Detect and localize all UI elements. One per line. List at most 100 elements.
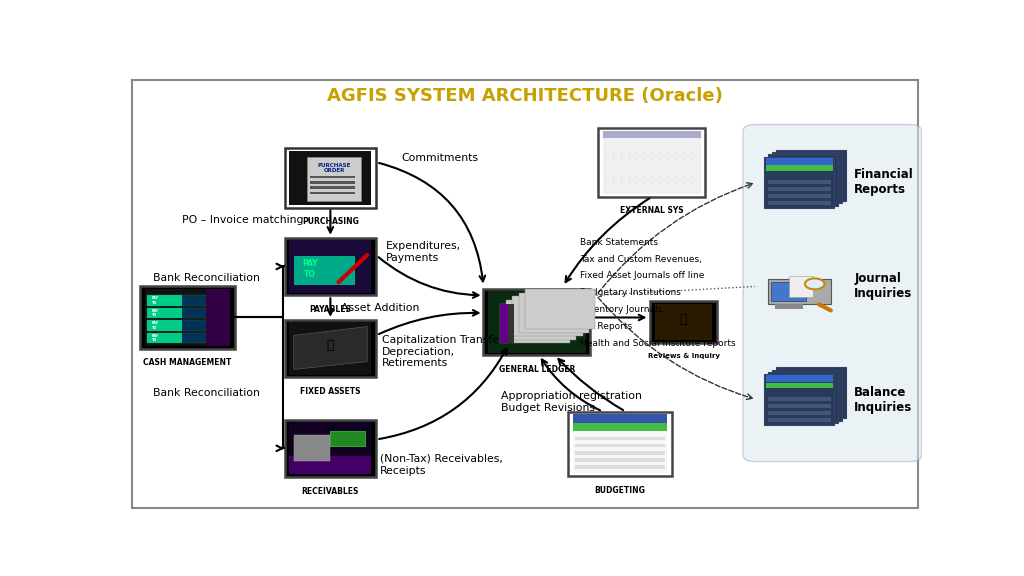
FancyBboxPatch shape xyxy=(573,414,667,423)
FancyBboxPatch shape xyxy=(766,165,833,171)
FancyBboxPatch shape xyxy=(654,304,713,340)
Text: Journal
Inquiries: Journal Inquiries xyxy=(854,272,912,301)
Text: RECEIVABLES: RECEIVABLES xyxy=(302,487,359,496)
FancyBboxPatch shape xyxy=(140,286,236,348)
FancyBboxPatch shape xyxy=(768,411,831,415)
FancyBboxPatch shape xyxy=(290,323,372,375)
FancyBboxPatch shape xyxy=(766,158,833,165)
Text: PAY
TO: PAY TO xyxy=(302,259,317,279)
FancyBboxPatch shape xyxy=(765,157,835,208)
FancyBboxPatch shape xyxy=(765,374,835,425)
FancyBboxPatch shape xyxy=(290,150,372,205)
FancyBboxPatch shape xyxy=(147,320,181,331)
FancyBboxPatch shape xyxy=(285,419,376,477)
Text: Financial
Reports: Financial Reports xyxy=(854,168,913,196)
Text: PURCHASE
ORDER: PURCHASE ORDER xyxy=(317,162,351,173)
Text: PAY
TO: PAY TO xyxy=(152,296,159,305)
FancyBboxPatch shape xyxy=(768,418,831,422)
Text: EXTERNAL SYS: EXTERNAL SYS xyxy=(620,206,684,215)
Text: Bank Reconciliation: Bank Reconciliation xyxy=(154,388,260,398)
FancyBboxPatch shape xyxy=(147,308,227,318)
FancyBboxPatch shape xyxy=(147,295,181,306)
FancyBboxPatch shape xyxy=(650,301,717,343)
FancyBboxPatch shape xyxy=(290,422,372,475)
FancyBboxPatch shape xyxy=(307,157,360,200)
Text: PO – Invoice matching: PO – Invoice matching xyxy=(182,215,303,225)
FancyBboxPatch shape xyxy=(768,372,839,423)
Text: Inventory Journals,: Inventory Journals, xyxy=(581,305,666,314)
FancyBboxPatch shape xyxy=(768,279,830,304)
Text: 🚗: 🚗 xyxy=(327,339,334,352)
FancyBboxPatch shape xyxy=(743,124,922,461)
FancyBboxPatch shape xyxy=(290,456,372,475)
FancyBboxPatch shape xyxy=(506,300,577,340)
Text: BUDGETING: BUDGETING xyxy=(595,486,645,495)
FancyBboxPatch shape xyxy=(512,297,583,336)
FancyBboxPatch shape xyxy=(768,201,831,205)
FancyBboxPatch shape xyxy=(310,192,355,194)
FancyBboxPatch shape xyxy=(290,240,372,293)
Text: Expenditures,
Payments: Expenditures, Payments xyxy=(386,241,461,263)
FancyBboxPatch shape xyxy=(768,397,831,401)
FancyBboxPatch shape xyxy=(294,435,331,461)
Text: Tax and Custom Revenues,: Tax and Custom Revenues, xyxy=(581,255,702,263)
FancyBboxPatch shape xyxy=(771,282,806,301)
Text: PAY
TO: PAY TO xyxy=(152,321,159,329)
FancyBboxPatch shape xyxy=(508,304,514,343)
FancyBboxPatch shape xyxy=(575,451,665,454)
Text: (Non-Tax) Receivables,
Receipts: (Non-Tax) Receivables, Receipts xyxy=(380,454,503,476)
FancyBboxPatch shape xyxy=(575,465,665,469)
FancyBboxPatch shape xyxy=(768,180,831,184)
FancyBboxPatch shape xyxy=(207,289,230,346)
Text: PAYABLES: PAYABLES xyxy=(309,305,351,314)
FancyBboxPatch shape xyxy=(147,333,181,343)
FancyBboxPatch shape xyxy=(500,304,508,343)
FancyBboxPatch shape xyxy=(573,414,667,473)
Text: Health and Social Institute reports: Health and Social Institute reports xyxy=(581,339,736,348)
FancyBboxPatch shape xyxy=(147,295,227,306)
Text: Budgetary Institutions: Budgetary Institutions xyxy=(581,288,681,297)
Text: PURCHASING: PURCHASING xyxy=(302,218,358,226)
FancyBboxPatch shape xyxy=(772,152,842,203)
FancyBboxPatch shape xyxy=(768,187,831,191)
FancyBboxPatch shape xyxy=(575,437,665,441)
FancyBboxPatch shape xyxy=(768,404,831,408)
Text: Asset Addition: Asset Addition xyxy=(341,303,419,313)
FancyBboxPatch shape xyxy=(147,308,181,318)
Text: Balance
Inquiries: Balance Inquiries xyxy=(854,385,912,414)
Text: 📡: 📡 xyxy=(680,313,687,327)
FancyBboxPatch shape xyxy=(500,304,570,343)
Text: GENERAL LEDGER: GENERAL LEDGER xyxy=(499,365,574,374)
FancyBboxPatch shape xyxy=(285,320,376,377)
FancyBboxPatch shape xyxy=(147,320,227,331)
FancyBboxPatch shape xyxy=(603,131,700,138)
FancyBboxPatch shape xyxy=(603,131,700,194)
FancyBboxPatch shape xyxy=(147,333,227,343)
Text: Fixed Asset Journals off line: Fixed Asset Journals off line xyxy=(581,271,705,281)
FancyBboxPatch shape xyxy=(575,444,665,448)
FancyBboxPatch shape xyxy=(766,375,833,382)
FancyBboxPatch shape xyxy=(285,148,376,208)
FancyBboxPatch shape xyxy=(573,423,667,431)
FancyBboxPatch shape xyxy=(294,256,355,285)
Text: PIU Reports: PIU Reports xyxy=(581,322,633,331)
FancyBboxPatch shape xyxy=(519,293,589,333)
FancyBboxPatch shape xyxy=(598,128,706,196)
FancyBboxPatch shape xyxy=(487,291,586,353)
Text: Bank Statements: Bank Statements xyxy=(581,238,658,247)
Polygon shape xyxy=(294,327,368,369)
FancyBboxPatch shape xyxy=(310,176,355,179)
FancyBboxPatch shape xyxy=(776,367,846,418)
FancyBboxPatch shape xyxy=(483,289,590,355)
FancyBboxPatch shape xyxy=(525,289,595,329)
Text: Reviews & Inquiry: Reviews & Inquiry xyxy=(647,353,720,359)
FancyBboxPatch shape xyxy=(768,194,831,198)
Text: Commitments: Commitments xyxy=(401,153,479,163)
FancyBboxPatch shape xyxy=(575,458,665,461)
FancyBboxPatch shape xyxy=(285,238,376,295)
FancyBboxPatch shape xyxy=(775,304,803,309)
FancyBboxPatch shape xyxy=(568,412,672,476)
Text: FIXED ASSETS: FIXED ASSETS xyxy=(300,387,360,396)
FancyBboxPatch shape xyxy=(776,150,846,201)
FancyBboxPatch shape xyxy=(144,289,230,346)
